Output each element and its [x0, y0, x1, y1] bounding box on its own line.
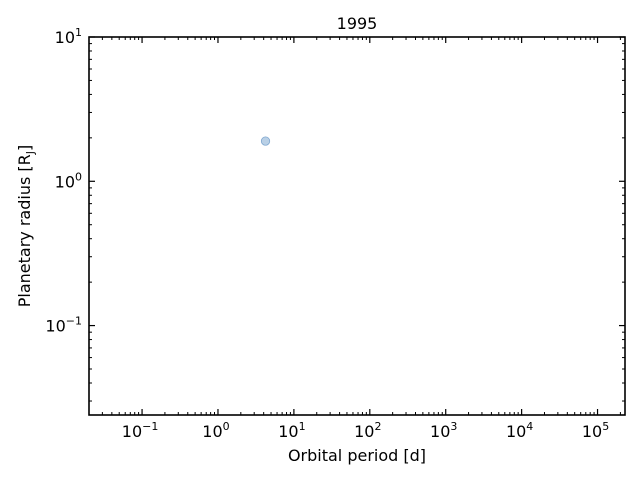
x-tick-label: 100	[202, 420, 229, 441]
y-label-close: ]	[15, 145, 34, 151]
x-tick-exponent: 2	[374, 420, 381, 433]
x-tick-exponent: 1	[299, 420, 306, 433]
x-tick-label: 101	[278, 420, 305, 441]
x-tick-label: 10−1	[122, 420, 159, 441]
x-tick-exponent: 5	[602, 420, 609, 433]
x-tick-exponent: 0	[223, 420, 230, 433]
x-tick-base: 10	[582, 422, 602, 441]
x-tick-base: 10	[202, 422, 222, 441]
y-tick-label: 100	[55, 170, 82, 191]
y-label-main: Planetary radius [R	[15, 154, 34, 307]
x-tick-base: 10	[430, 422, 450, 441]
x-axis: 10−1 100 101 102 103 104 105	[101, 37, 621, 441]
x-tick-exponent: 3	[450, 420, 457, 433]
y-tick-exponent: −1	[66, 315, 82, 328]
x-tick-base: 10	[354, 422, 374, 441]
y-axis-label: Planetary radius [RJ]	[15, 145, 37, 308]
plot-frame	[88, 36, 626, 416]
y-tick-base: 10	[45, 317, 65, 336]
x-tick-exponent: 4	[526, 420, 533, 433]
y-tick-exponent: 0	[75, 170, 82, 183]
x-tick-label: 102	[354, 420, 381, 441]
x-tick-label: 105	[582, 420, 609, 441]
x-tick-base: 10	[122, 422, 142, 441]
y-label-subscript: J	[24, 151, 37, 155]
y-tick-label: 10−1	[45, 315, 82, 336]
y-tick-base: 10	[55, 172, 75, 191]
x-axis-label: Orbital period [d]	[288, 446, 426, 465]
data-points	[260, 136, 271, 146]
x-tick-base: 10	[278, 422, 298, 441]
data-point	[260, 136, 271, 146]
y-tick-base: 10	[55, 28, 75, 47]
chart-title: 1995	[337, 14, 378, 33]
y-tick-exponent: 1	[75, 26, 82, 39]
x-tick-exponent: −1	[142, 420, 158, 433]
x-tick-label: 103	[430, 420, 457, 441]
x-tick-base: 10	[506, 422, 526, 441]
x-tick-label: 104	[506, 420, 533, 441]
y-tick-label: 101	[55, 26, 82, 47]
